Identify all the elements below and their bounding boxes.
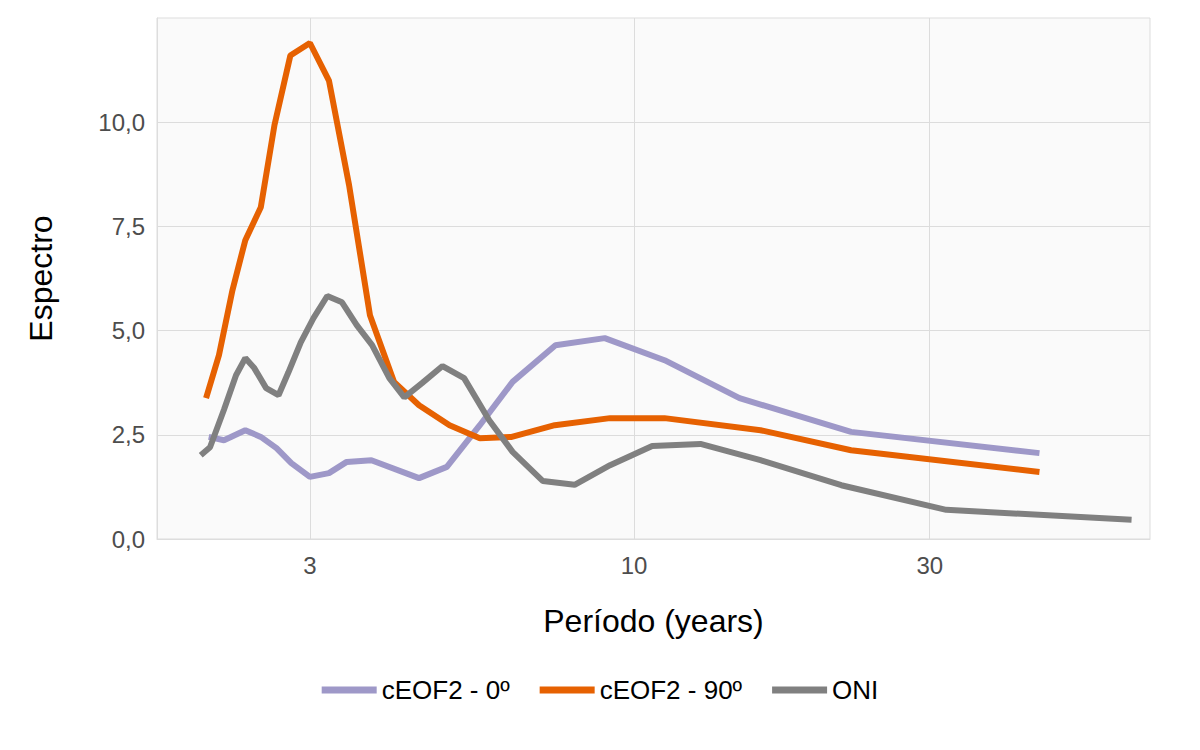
svg-text:5,0: 5,0	[112, 317, 145, 344]
svg-text:cEOF2 - 90º: cEOF2 - 90º	[600, 675, 743, 705]
svg-text:10: 10	[621, 552, 648, 579]
svg-text:ONI: ONI	[832, 675, 878, 705]
svg-text:cEOF2 - 0º: cEOF2 - 0º	[382, 675, 510, 705]
svg-text:7,5: 7,5	[112, 213, 145, 240]
svg-text:30: 30	[916, 552, 943, 579]
svg-text:10,0: 10,0	[98, 109, 145, 136]
svg-text:2,5: 2,5	[112, 421, 145, 448]
svg-text:Espectro: Espectro	[23, 215, 59, 341]
svg-text:3: 3	[303, 552, 316, 579]
svg-text:0,0: 0,0	[112, 526, 145, 553]
svg-text:Período (years): Período (years)	[543, 603, 764, 639]
